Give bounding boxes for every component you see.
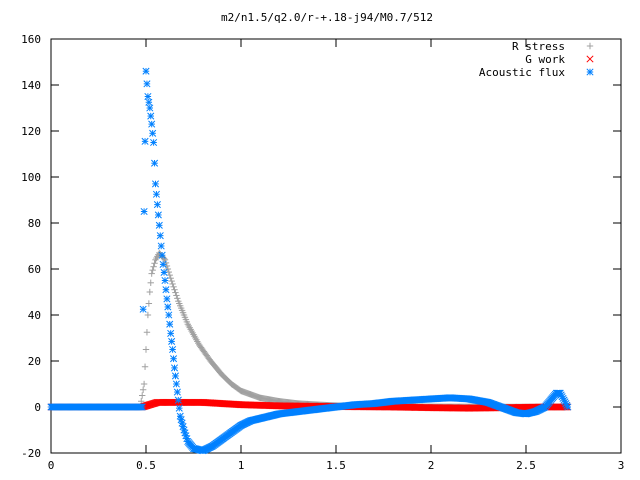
point-r-stress bbox=[171, 286, 178, 293]
point-r-stress bbox=[146, 288, 153, 296]
point-r-stress bbox=[148, 270, 155, 277]
point-acoustic-flux bbox=[156, 232, 164, 240]
point-acoustic-flux bbox=[155, 221, 163, 229]
point-r-stress bbox=[145, 300, 153, 307]
point-acoustic-flux bbox=[151, 180, 160, 188]
point-acoustic-flux bbox=[165, 311, 173, 319]
point-r-stress bbox=[170, 283, 177, 291]
point-acoustic-flux bbox=[148, 120, 156, 128]
point-acoustic-flux bbox=[170, 364, 179, 372]
y-tick-label: 0 bbox=[34, 401, 41, 414]
point-acoustic-flux bbox=[167, 329, 175, 337]
legend-marker-acoustic-flux bbox=[586, 68, 594, 76]
point-r-stress bbox=[143, 329, 151, 336]
series-acoustic-flux bbox=[47, 67, 572, 455]
point-acoustic-flux bbox=[159, 260, 167, 268]
point-acoustic-flux bbox=[166, 320, 174, 328]
y-tick-label: -20 bbox=[21, 447, 41, 460]
point-acoustic-flux bbox=[141, 137, 149, 145]
point-acoustic-flux bbox=[150, 138, 158, 147]
point-acoustic-flux bbox=[144, 92, 152, 101]
point-acoustic-flux bbox=[169, 355, 178, 363]
point-r-stress bbox=[169, 280, 176, 288]
point-acoustic-flux bbox=[172, 380, 180, 388]
legend-label-acoustic-flux: Acoustic flux bbox=[479, 66, 565, 79]
point-acoustic-flux bbox=[142, 67, 150, 75]
point-acoustic-flux bbox=[175, 404, 183, 412]
point-acoustic-flux bbox=[173, 388, 181, 396]
x-tick-label: 2.5 bbox=[516, 459, 536, 472]
y-tick-label: 140 bbox=[21, 79, 41, 92]
legend-marker-r-stress bbox=[586, 42, 594, 50]
point-acoustic-flux bbox=[153, 201, 161, 209]
point-acoustic-flux bbox=[158, 251, 166, 259]
point-r-stress bbox=[173, 292, 180, 299]
point-acoustic-flux bbox=[171, 372, 180, 380]
point-acoustic-flux bbox=[143, 80, 151, 88]
point-r-stress bbox=[150, 263, 157, 270]
point-r-stress bbox=[139, 392, 146, 399]
point-r-stress bbox=[167, 275, 174, 282]
point-acoustic-flux bbox=[164, 303, 172, 311]
point-acoustic-flux bbox=[140, 207, 148, 216]
point-acoustic-flux bbox=[177, 416, 185, 424]
point-acoustic-flux bbox=[162, 286, 170, 294]
point-acoustic-flux bbox=[146, 104, 154, 112]
point-r-stress bbox=[141, 363, 149, 370]
x-tick-label: 1.5 bbox=[326, 459, 346, 472]
point-acoustic-flux bbox=[154, 211, 162, 219]
point-acoustic-flux bbox=[160, 268, 168, 277]
point-acoustic-flux bbox=[157, 242, 165, 250]
point-r-stress bbox=[168, 277, 175, 285]
point-acoustic-flux bbox=[150, 159, 159, 167]
y-tick-label: 160 bbox=[21, 33, 41, 46]
y-tick-label: 100 bbox=[21, 171, 41, 184]
point-acoustic-flux bbox=[138, 403, 146, 411]
point-acoustic-flux bbox=[174, 396, 182, 404]
point-r-stress bbox=[142, 346, 150, 353]
x-tick-label: 2 bbox=[428, 459, 435, 472]
point-acoustic-flux bbox=[152, 190, 161, 198]
y-tick-label: 80 bbox=[28, 217, 41, 230]
y-tick-label: 60 bbox=[28, 263, 41, 276]
point-acoustic-flux bbox=[147, 112, 155, 120]
point-r-stress bbox=[149, 266, 156, 274]
axes: 0 0.5 1 1.5 2 2.5 3 -20 0 20 40 60 80 100 120 140 160 bbox=[21, 33, 624, 472]
point-r-stress bbox=[147, 279, 154, 286]
point-acoustic-flux bbox=[145, 98, 153, 106]
point-r-stress bbox=[164, 265, 172, 273]
x-tick-label: 0 bbox=[48, 459, 55, 472]
point-r-stress bbox=[151, 260, 158, 267]
chart-title: m2/n1.5/q2.0/r-+.18-j94/M0.7/512 bbox=[221, 11, 433, 24]
point-acoustic-flux bbox=[149, 129, 157, 137]
point-r-stress bbox=[144, 311, 152, 319]
x-tick-label: 1 bbox=[238, 459, 245, 472]
point-acoustic-flux bbox=[169, 345, 177, 354]
legend-label-r-stress: R stress bbox=[512, 40, 565, 53]
point-acoustic-flux bbox=[179, 422, 187, 431]
series-r-stress bbox=[47, 249, 568, 411]
legend-label-g-work: G work bbox=[525, 53, 565, 66]
point-r-stress bbox=[166, 271, 173, 279]
data-marks bbox=[47, 67, 572, 455]
point-r-stress bbox=[174, 295, 181, 302]
point-r-stress bbox=[172, 289, 179, 296]
point-acoustic-flux bbox=[161, 276, 169, 285]
point-acoustic-flux bbox=[168, 337, 176, 346]
point-r-stress bbox=[139, 386, 147, 393]
x-tick-label: 3 bbox=[618, 459, 625, 472]
point-acoustic-flux bbox=[139, 305, 147, 313]
y-tick-label: 120 bbox=[21, 125, 41, 138]
y-tick-label: 40 bbox=[28, 309, 41, 322]
legend-marker-g-work bbox=[586, 55, 594, 63]
point-acoustic-flux bbox=[163, 295, 171, 303]
point-r-stress bbox=[162, 259, 170, 267]
x-tick-label: 0.5 bbox=[136, 459, 156, 472]
point-acoustic-flux bbox=[564, 403, 572, 411]
plot-frame bbox=[50, 38, 622, 454]
point-r-stress bbox=[140, 380, 148, 388]
y-tick-label: 20 bbox=[28, 355, 41, 368]
